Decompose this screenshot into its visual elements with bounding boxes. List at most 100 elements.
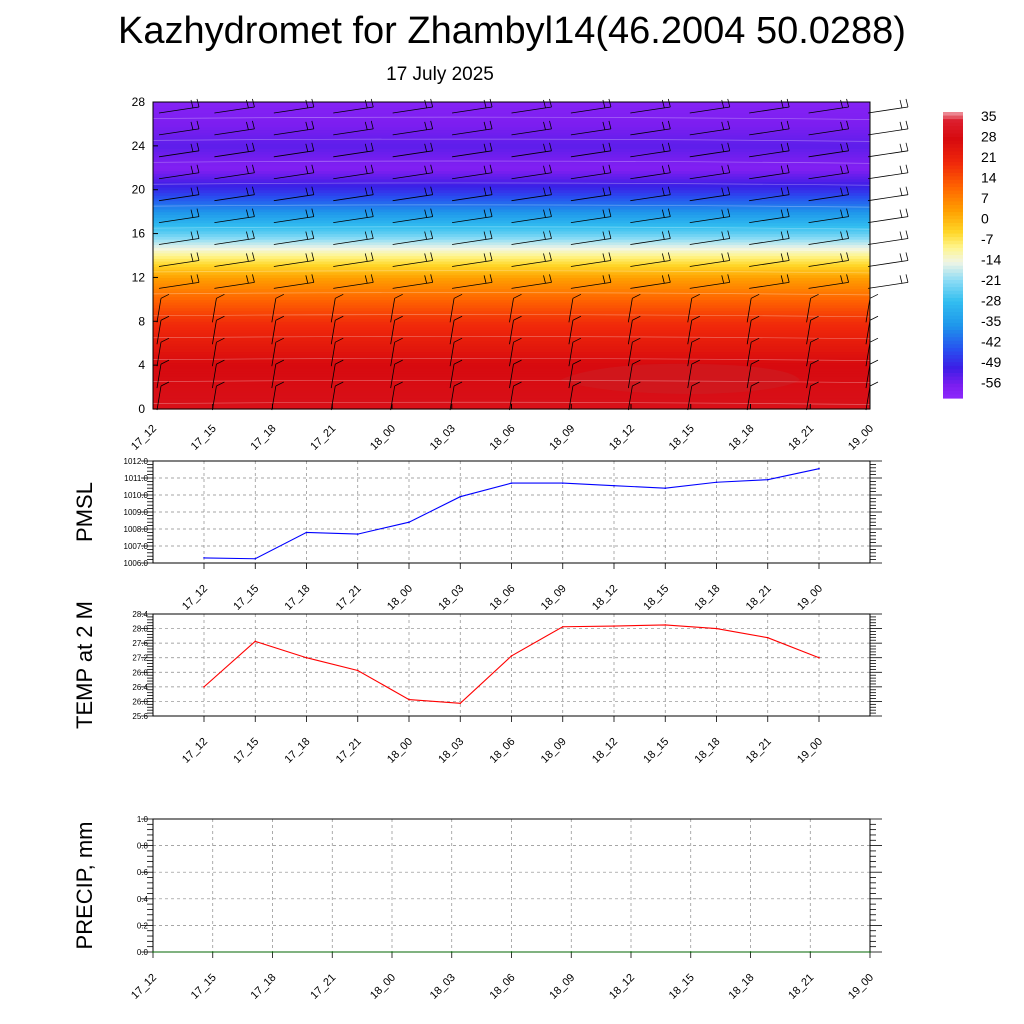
x-tick-label: 18_15 <box>641 583 671 613</box>
colorbar-segment <box>943 351 963 356</box>
wind-barb <box>273 281 314 289</box>
heatmap-band <box>153 233 870 237</box>
heatmap-band <box>153 151 870 155</box>
wind-barb-flag <box>513 315 522 321</box>
wind-barb-flag <box>869 359 879 365</box>
wind-barb-flag <box>846 120 849 129</box>
wind-barb-flag <box>196 186 200 195</box>
wind-barb <box>158 106 200 114</box>
wind-barb-flag <box>721 275 725 284</box>
wind-barb <box>452 106 493 114</box>
wind-barb <box>214 150 255 158</box>
wind-barb-flag <box>252 186 255 195</box>
temp2m-data-point <box>664 624 667 626</box>
wind-barb-flag <box>572 381 582 387</box>
wind-barb <box>570 194 611 202</box>
wind-barb-flag <box>311 230 315 239</box>
wind-barb-flag <box>661 209 665 218</box>
heatmap-band <box>153 170 870 174</box>
wind-barb-flag <box>869 293 879 299</box>
colorbar-segment <box>943 179 963 185</box>
temp2m-data-point <box>408 698 410 701</box>
x-tick-label: 18_12 <box>590 583 620 613</box>
wind-barb <box>865 342 871 367</box>
wind-barb <box>511 238 552 245</box>
x-tick-label: 18_03 <box>428 972 458 1002</box>
wind-barb <box>273 106 314 114</box>
colorbar-segment <box>943 197 963 202</box>
wind-barb <box>273 128 314 136</box>
wind-barb-flag <box>252 274 255 283</box>
wind-barb <box>509 342 514 367</box>
x-tick-label: 18_12 <box>590 736 620 766</box>
precip-data-point <box>331 951 334 953</box>
wind-barb-flag <box>632 381 641 387</box>
colorbar-segment <box>943 390 963 396</box>
temp2m-data-point <box>203 686 205 688</box>
wind-barb <box>156 298 162 323</box>
heatmap-band <box>153 299 870 303</box>
wind-barb <box>570 260 611 267</box>
wind-barb-flag <box>305 253 309 262</box>
wind-barb <box>330 320 336 345</box>
wind-barb <box>390 342 396 367</box>
wind-barb-flag <box>786 252 790 261</box>
wind-barb-flag <box>750 359 760 365</box>
colorbar-label: -56 <box>981 375 1001 391</box>
wind-barb <box>570 238 611 245</box>
colorbar-segment <box>943 383 963 388</box>
wind-barb-flag <box>430 186 434 195</box>
y-tick-label: 28.0 <box>132 625 148 634</box>
wind-barb <box>630 238 671 245</box>
wind-barb <box>333 150 374 158</box>
wind-barb <box>156 364 162 389</box>
wind-barb-flag <box>394 293 403 299</box>
colorbar-segment <box>943 297 963 303</box>
x-tick-label: 17_15 <box>231 736 261 766</box>
colorbar-segment <box>943 201 963 206</box>
colorbar <box>943 112 963 399</box>
colorbar-label: -35 <box>981 313 1001 329</box>
heatmap-band <box>153 356 870 361</box>
wind-barb <box>687 385 693 411</box>
colorbar-segment <box>943 129 963 135</box>
wind-barb-flag <box>543 231 546 240</box>
colorbar-segment <box>943 183 963 188</box>
wind-barb <box>630 216 671 224</box>
heatmap-band <box>153 343 870 347</box>
wind-barb-flag <box>667 142 671 151</box>
wind-barb-flag <box>780 187 784 196</box>
wind-barb <box>627 364 633 389</box>
wind-barb <box>158 281 200 289</box>
wind-barb <box>867 150 909 158</box>
contour-line <box>152 182 871 186</box>
wind-barb-flag <box>608 208 612 217</box>
x-tick-label: 18_00 <box>385 583 415 613</box>
wind-barb-flag <box>424 253 428 262</box>
colorbar-segment <box>943 119 963 124</box>
precip-data-point <box>689 951 692 953</box>
colorbar-segment <box>943 233 963 238</box>
contour-line <box>152 358 871 362</box>
wind-barb-flag <box>453 359 463 365</box>
colorbar-label: -7 <box>981 231 994 247</box>
colorbar-segment <box>943 172 963 177</box>
wind-barb-flag <box>661 275 665 284</box>
wind-barb-flag <box>489 252 493 261</box>
heatmap-band <box>153 104 870 109</box>
wind-barb <box>867 281 909 289</box>
heatmap-band <box>153 334 870 339</box>
x-tick-label: 17_18 <box>249 423 279 453</box>
x-tick-label: 17_18 <box>249 972 279 1002</box>
pmsl-data-point <box>766 478 769 481</box>
y-tick-label: 4 <box>138 358 145 372</box>
temp2m-data-point <box>766 636 769 639</box>
wind-barb-flag <box>905 208 909 217</box>
y-tick-label: 27.2 <box>132 654 148 663</box>
precip-data-point <box>809 951 812 953</box>
heatmap-band <box>153 186 870 191</box>
heatmap-band <box>153 293 870 298</box>
colorbar-segment <box>943 115 963 120</box>
wind-barb-flag <box>311 164 315 173</box>
